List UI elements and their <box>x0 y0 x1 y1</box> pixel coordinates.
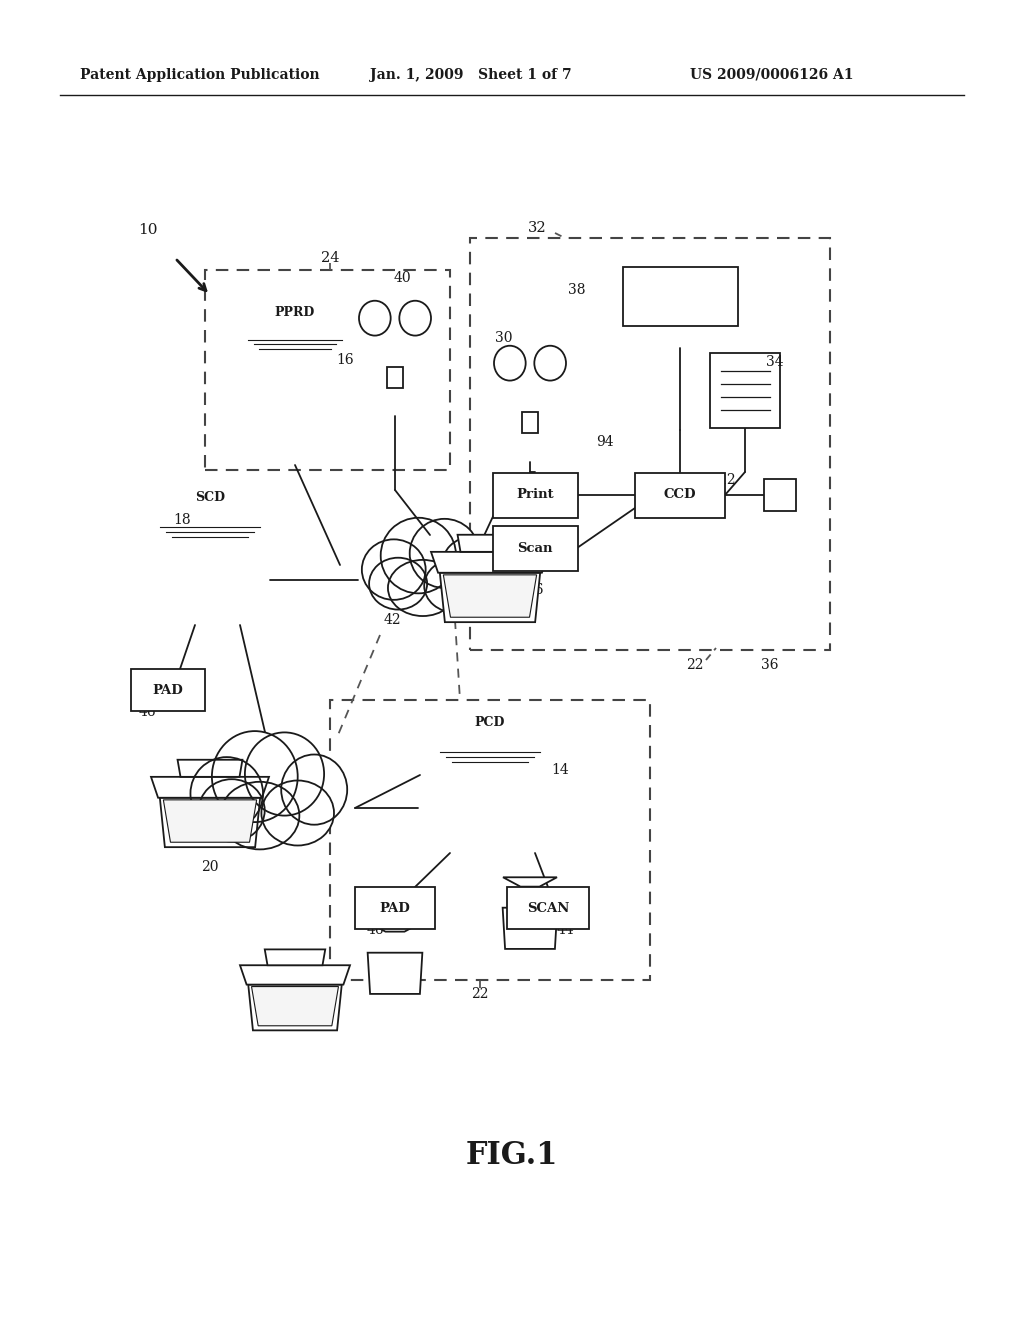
Text: 20: 20 <box>202 861 219 874</box>
Ellipse shape <box>245 733 325 816</box>
Text: 24: 24 <box>321 251 339 265</box>
Ellipse shape <box>381 517 456 594</box>
Ellipse shape <box>220 781 299 849</box>
FancyBboxPatch shape <box>355 887 435 929</box>
Text: 12: 12 <box>718 473 736 487</box>
Polygon shape <box>177 760 243 777</box>
Ellipse shape <box>424 558 488 612</box>
Text: SCAN: SCAN <box>526 902 569 915</box>
Text: 32: 32 <box>527 220 547 235</box>
Text: Scan: Scan <box>517 541 553 554</box>
Text: 28: 28 <box>492 477 509 490</box>
Text: CCD: CCD <box>664 488 696 502</box>
Polygon shape <box>368 923 422 932</box>
Text: 38: 38 <box>568 282 586 297</box>
Text: SCD: SCD <box>195 491 225 504</box>
FancyBboxPatch shape <box>710 352 780 428</box>
Polygon shape <box>503 908 557 949</box>
Polygon shape <box>164 800 257 842</box>
FancyBboxPatch shape <box>131 669 205 711</box>
Text: PCD: PCD <box>475 715 505 729</box>
Text: 26: 26 <box>526 583 544 597</box>
Ellipse shape <box>261 780 334 846</box>
Ellipse shape <box>212 731 298 822</box>
Text: 30: 30 <box>496 331 513 345</box>
Ellipse shape <box>494 346 525 380</box>
Ellipse shape <box>410 519 479 587</box>
Ellipse shape <box>199 779 264 842</box>
Ellipse shape <box>361 540 426 599</box>
Text: FIG.1: FIG.1 <box>466 1139 558 1171</box>
FancyBboxPatch shape <box>764 479 796 511</box>
FancyBboxPatch shape <box>635 473 725 517</box>
Ellipse shape <box>535 346 566 380</box>
Text: 36: 36 <box>761 657 778 672</box>
Polygon shape <box>503 878 557 887</box>
FancyBboxPatch shape <box>493 473 578 517</box>
Text: Jan. 1, 2009   Sheet 1 of 7: Jan. 1, 2009 Sheet 1 of 7 <box>370 69 571 82</box>
Text: Print: Print <box>516 488 554 502</box>
FancyBboxPatch shape <box>387 367 402 388</box>
Polygon shape <box>431 552 549 573</box>
Text: US 2009/0006126 A1: US 2009/0006126 A1 <box>690 69 853 82</box>
Polygon shape <box>440 573 540 622</box>
FancyBboxPatch shape <box>522 412 538 433</box>
Ellipse shape <box>388 560 458 616</box>
Text: 42: 42 <box>383 612 400 627</box>
Ellipse shape <box>369 558 427 610</box>
Polygon shape <box>368 953 422 994</box>
Text: 22: 22 <box>471 987 488 1001</box>
Ellipse shape <box>190 758 263 830</box>
FancyBboxPatch shape <box>623 267 737 326</box>
Text: 18: 18 <box>173 513 190 527</box>
Text: PAD: PAD <box>380 902 411 915</box>
Text: 22: 22 <box>686 657 703 672</box>
Text: PPRD: PPRD <box>274 306 315 319</box>
FancyBboxPatch shape <box>493 525 578 570</box>
Polygon shape <box>252 986 339 1026</box>
Text: 44: 44 <box>556 923 573 937</box>
Ellipse shape <box>282 755 347 825</box>
Text: 94: 94 <box>596 436 613 449</box>
Polygon shape <box>151 777 269 797</box>
FancyBboxPatch shape <box>507 887 589 929</box>
Text: 46: 46 <box>367 923 384 937</box>
Text: Patent Application Publication: Patent Application Publication <box>80 69 319 82</box>
Text: 34: 34 <box>766 355 783 370</box>
Ellipse shape <box>359 301 391 335</box>
Polygon shape <box>160 797 260 847</box>
Ellipse shape <box>399 301 431 335</box>
Text: PAD: PAD <box>153 684 183 697</box>
Polygon shape <box>443 574 537 618</box>
Ellipse shape <box>441 537 500 595</box>
Text: 46: 46 <box>138 705 156 719</box>
Text: 16: 16 <box>336 352 354 367</box>
Text: 40: 40 <box>393 271 411 285</box>
Polygon shape <box>248 985 342 1031</box>
Text: 10: 10 <box>138 223 158 238</box>
Polygon shape <box>240 965 350 985</box>
Polygon shape <box>265 949 326 965</box>
Text: 14: 14 <box>551 763 569 777</box>
Polygon shape <box>458 535 522 552</box>
